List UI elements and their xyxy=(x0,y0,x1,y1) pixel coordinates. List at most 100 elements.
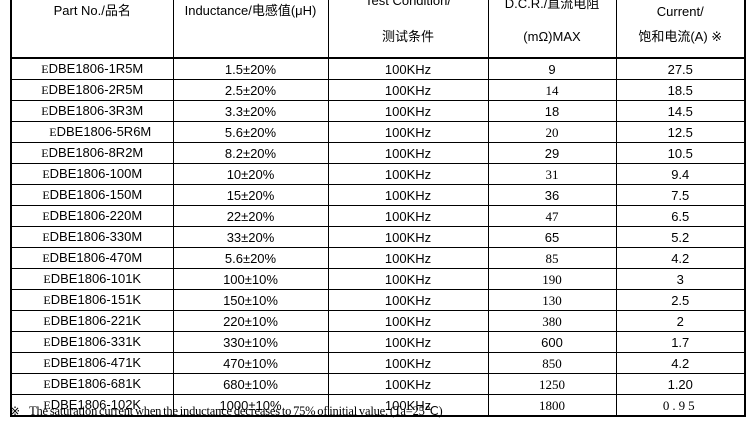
table-row: EDBE1806-150M 15±20% 100KHz 36 7.5 xyxy=(10,184,746,206)
cell-test-condition: 100KHz xyxy=(327,121,489,143)
header-test-condition: Test Condition/ 测试条件 xyxy=(327,0,489,59)
header-inductance-line1: Inductance/电感值(μH) xyxy=(184,3,317,18)
cell-dcr: 380 xyxy=(487,310,617,332)
cell-current: 1.20 xyxy=(615,373,746,395)
table-row: EDBE1806-1R5M 1.5±20% 100KHz 9 27.5 xyxy=(10,57,746,80)
table-row: EDBE1806-100M 10±20% 100KHz 31 9.4 xyxy=(10,163,746,185)
cell-part-number: EDBE1806-8R2M xyxy=(10,142,174,164)
header-dcr-line1: D.C.R./直流电阻 xyxy=(504,0,600,11)
cell-test-condition: 100KHz xyxy=(327,57,489,80)
cell-inductance: 5.6±20% xyxy=(172,247,329,269)
part-number-text: EDBE1806-102K xyxy=(43,397,142,412)
cell-part-number: EDBE1806-471K xyxy=(10,352,174,374)
cell-part-number: EDBE1806-2R5M xyxy=(10,79,174,101)
part-number-text: EDBE1806-151K xyxy=(43,292,142,307)
cell-inductance: 22±20% xyxy=(172,205,329,227)
cell-test-condition: 100KHz xyxy=(327,163,489,185)
cell-part-number: EDBE1806-3R3M xyxy=(10,100,174,122)
header-current-line2: 饱和电流(A) ※ xyxy=(638,29,723,44)
part-number-text: EDBE1806-221K xyxy=(43,313,142,328)
cell-inductance: 330±10% xyxy=(172,331,329,353)
table-row: EDBE1806-8R2M 8.2±20% 100KHz 29 10.5 xyxy=(10,142,746,164)
part-number-text: EDBE1806-3R3M xyxy=(41,103,144,118)
footnote: ※ The saturation current when the inducta… xyxy=(10,403,740,419)
inductor-spec-table: Part No./品名 Inductance/电感值(μH) Test Cond… xyxy=(10,0,746,417)
cell-inductance: 10±20% xyxy=(172,163,329,185)
part-number-text: EDBE1806-471K xyxy=(43,355,142,370)
cell-test-condition: 100KHz xyxy=(327,289,489,311)
cell-test-condition: 100KHz xyxy=(327,268,489,290)
cell-current: 12.5 xyxy=(615,121,746,143)
part-number-text: EDBE1806-331K xyxy=(43,334,142,349)
header-part-no: Part No./品名 xyxy=(10,0,174,59)
header-row: Part No./品名 Inductance/电感值(μH) Test Cond… xyxy=(10,0,746,59)
header-dcr-wrap: D.C.R./直流电阻 (mΩ)MAX xyxy=(489,0,615,56)
footnote-marker-icon: ※ xyxy=(10,404,21,418)
cell-part-number: EDBE1806-151K xyxy=(10,289,174,311)
cell-inductance: 220±10% xyxy=(172,310,329,332)
cell-part-number: EDBE1806-330M xyxy=(10,226,174,248)
table-row: EDBE1806-3R3M 3.3±20% 100KHz 18 14.5 xyxy=(10,100,746,122)
cell-dcr: 85 xyxy=(487,247,617,269)
cell-dcr: 20 xyxy=(487,121,617,143)
cell-inductance: 15±20% xyxy=(172,184,329,206)
cell-part-number: EDBE1806-221K xyxy=(10,310,174,332)
cell-dcr: 29 xyxy=(487,142,617,164)
part-number-text: EDBE1806-8R2M xyxy=(41,145,144,160)
header-test-condition-wrap: Test Condition/ 测试条件 xyxy=(329,0,487,56)
cell-current: 6.5 xyxy=(615,205,746,227)
cell-dcr: 47 xyxy=(487,205,617,227)
cell-dcr: 190 xyxy=(487,268,617,290)
cell-test-condition: 100KHz xyxy=(327,205,489,227)
cell-inductance: 33±20% xyxy=(172,226,329,248)
header-inductance-wrap: Inductance/电感值(μH) xyxy=(174,0,327,56)
cell-test-condition: 100KHz xyxy=(327,100,489,122)
cell-test-condition: 100KHz xyxy=(327,142,489,164)
part-number-text: EDBE1806-470M xyxy=(42,250,143,265)
header-part-no-wrap: Part No./品名 xyxy=(12,0,172,56)
cell-current: 1.7 xyxy=(615,331,746,353)
part-number-text: EDBE1806-5R6M xyxy=(49,124,152,139)
part-number-text: EDBE1806-1R5M xyxy=(41,61,144,76)
cell-current: 10.5 xyxy=(615,142,746,164)
header-test-condition-line1: Test Condition/ xyxy=(365,0,451,8)
header-dcr-line2: (mΩ)MAX xyxy=(523,29,581,44)
cell-part-number: EDBE1806-101K xyxy=(10,268,174,290)
cell-inductance: 470±10% xyxy=(172,352,329,374)
footnote-text: The saturation current when the inductan… xyxy=(29,404,443,418)
cell-part-number: EDBE1806-331K xyxy=(10,331,174,353)
cell-test-condition: 100KHz xyxy=(327,394,489,417)
header-part-no-line1: Part No./品名 xyxy=(53,3,131,18)
cell-inductance: 8.2±20% xyxy=(172,142,329,164)
cell-part-number: EDBE1806-5R6M xyxy=(10,121,174,143)
cell-part-number: EDBE1806-100M xyxy=(10,163,174,185)
cell-current: 27.5 xyxy=(615,57,746,80)
cell-dcr: 14 xyxy=(487,79,617,101)
cell-test-condition: 100KHz xyxy=(327,310,489,332)
cell-test-condition: 100KHz xyxy=(327,184,489,206)
cell-dcr: 1250 xyxy=(487,373,617,395)
cell-part-number: EDBE1806-150M xyxy=(10,184,174,206)
cell-test-condition: 100KHz xyxy=(327,79,489,101)
part-number-text: EDBE1806-330M xyxy=(42,229,143,244)
cell-test-condition: 100KHz xyxy=(327,352,489,374)
table-row: EDBE1806-471K 470±10% 100KHz 850 4.2 xyxy=(10,352,746,374)
cell-current: 9.4 xyxy=(615,163,746,185)
cell-test-condition: 100KHz xyxy=(327,331,489,353)
table-row: EDBE1806-331K 330±10% 100KHz 600 1.7 xyxy=(10,331,746,353)
header-current: Current/ 饱和电流(A) ※ xyxy=(615,0,746,59)
cell-test-condition: 100KHz xyxy=(327,373,489,395)
cell-dcr: 600 xyxy=(487,331,617,353)
part-number-text: EDBE1806-220M xyxy=(42,208,143,223)
cell-dcr: 65 xyxy=(487,226,617,248)
cell-current: 2.5 xyxy=(615,289,746,311)
table-row: EDBE1806-681K 680±10% 100KHz 1250 1.20 xyxy=(10,373,746,395)
cell-dcr: 18 xyxy=(487,100,617,122)
part-number-text: EDBE1806-150M xyxy=(42,187,143,202)
cell-dcr: 130 xyxy=(487,289,617,311)
cell-part-number: EDBE1806-220M xyxy=(10,205,174,227)
cell-current: 2 xyxy=(615,310,746,332)
cell-current: 7.5 xyxy=(615,184,746,206)
part-number-text: EDBE1806-2R5M xyxy=(41,82,144,97)
